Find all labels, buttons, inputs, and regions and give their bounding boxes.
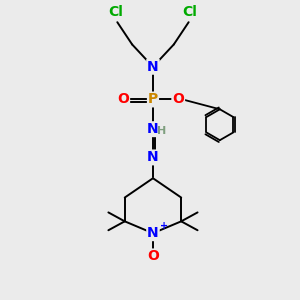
Text: O: O bbox=[172, 92, 184, 106]
Text: N: N bbox=[147, 60, 159, 74]
Text: H: H bbox=[157, 126, 167, 136]
Text: +: + bbox=[160, 221, 168, 231]
Text: N: N bbox=[147, 150, 159, 164]
Text: Cl: Cl bbox=[108, 5, 123, 19]
Text: O: O bbox=[117, 92, 129, 106]
Text: O: O bbox=[147, 249, 159, 263]
Text: N: N bbox=[147, 122, 159, 136]
Text: Cl: Cl bbox=[183, 5, 198, 19]
Text: N: N bbox=[147, 226, 159, 240]
Text: P: P bbox=[148, 92, 158, 106]
